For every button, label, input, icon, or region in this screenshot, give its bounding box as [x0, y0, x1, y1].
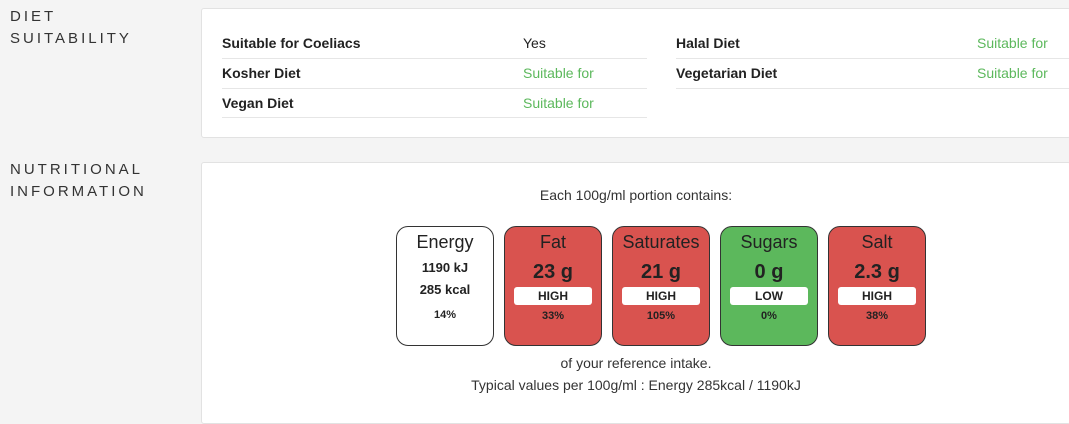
sugars-badge: Sugars 0 g LOW 0%	[720, 226, 818, 346]
badge-name: Fat	[539, 232, 566, 252]
badge-percent: 0%	[761, 310, 777, 322]
energy-kcal: 285 kcal	[419, 282, 471, 297]
diet-value: Suitable for	[523, 65, 594, 81]
diet-value: Suitable for	[977, 65, 1048, 81]
diet-key: Vegetarian Diet	[676, 65, 778, 81]
badge-level: HIGH	[622, 287, 700, 305]
badge-percent: 38%	[865, 310, 889, 322]
diet-value: Yes	[523, 35, 546, 51]
diet-key: Suitable for Coeliacs	[222, 35, 361, 51]
nutritional-information-card: Each 100g/ml portion contains: Energy 11…	[201, 162, 1069, 424]
typical-values-text: Typical values per 100g/ml : Energy 285k…	[471, 377, 801, 393]
diet-value: Suitable for	[523, 95, 594, 111]
diet-suitability-card: Suitable for Coeliacs Yes Kosher Diet Su…	[201, 8, 1069, 138]
badge-level: LOW	[730, 287, 808, 305]
badge-percent: 33%	[541, 310, 565, 322]
salt-badge: Salt 2.3 g HIGH 38%	[828, 226, 926, 346]
diet-row-kosher: Kosher Diet Suitable for	[222, 59, 647, 89]
diet-suitability-heading: DIET SUITABILITY	[10, 6, 132, 50]
fat-badge: Fat 23 g HIGH 33%	[504, 226, 602, 346]
diet-key: Halal Diet	[676, 35, 740, 51]
diet-row-vegan: Vegan Diet Suitable for	[222, 89, 647, 118]
diet-key: Kosher Diet	[222, 65, 301, 81]
nutritional-information-heading: NUTRITIONAL INFORMATION	[10, 159, 147, 203]
diet-right-column: Halal Diet Suitable for Vegetarian Diet …	[676, 29, 1069, 89]
badge-percent: 14%	[433, 309, 457, 321]
badge-name: Salt	[861, 232, 893, 252]
diet-row-coeliacs: Suitable for Coeliacs Yes	[222, 29, 647, 59]
reference-intake-text: of your reference intake.	[560, 355, 712, 371]
portion-text: Each 100g/ml portion contains:	[539, 187, 733, 203]
badge-level: HIGH	[514, 287, 592, 305]
badge-value: 0 g	[754, 261, 784, 283]
badge-percent: 105%	[646, 310, 676, 322]
diet-value: Suitable for	[977, 35, 1048, 51]
badge-value: 21 g	[640, 261, 682, 283]
saturates-badge: Saturates 21 g HIGH 105%	[612, 226, 710, 346]
diet-key: Vegan Diet	[222, 95, 294, 111]
badge-value: 2.3 g	[854, 261, 900, 283]
nutrition-heading-line-2: INFORMATION	[10, 183, 147, 200]
traffic-light-badges: Energy 1190 kJ 285 kcal 14% Fat 23 g HIG…	[396, 226, 936, 346]
diet-heading-line-2: SUITABILITY	[10, 30, 132, 47]
energy-badge: Energy 1190 kJ 285 kcal 14%	[396, 226, 494, 346]
badge-name: Sugars	[740, 232, 798, 252]
badge-level: HIGH	[838, 287, 916, 305]
diet-row-halal: Halal Diet Suitable for	[676, 29, 1069, 59]
badge-name: Energy	[416, 232, 474, 252]
diet-divider	[222, 117, 647, 118]
diet-row-vegetarian: Vegetarian Diet Suitable for	[676, 59, 1069, 89]
badge-name: Saturates	[622, 232, 700, 252]
energy-kj: 1190 kJ	[421, 260, 469, 275]
badge-value: 23 g	[532, 261, 574, 283]
nutrition-heading-line-1: NUTRITIONAL	[10, 161, 144, 178]
diet-left-column: Suitable for Coeliacs Yes Kosher Diet Su…	[222, 29, 647, 118]
diet-heading-line-1: DIET	[10, 8, 57, 25]
